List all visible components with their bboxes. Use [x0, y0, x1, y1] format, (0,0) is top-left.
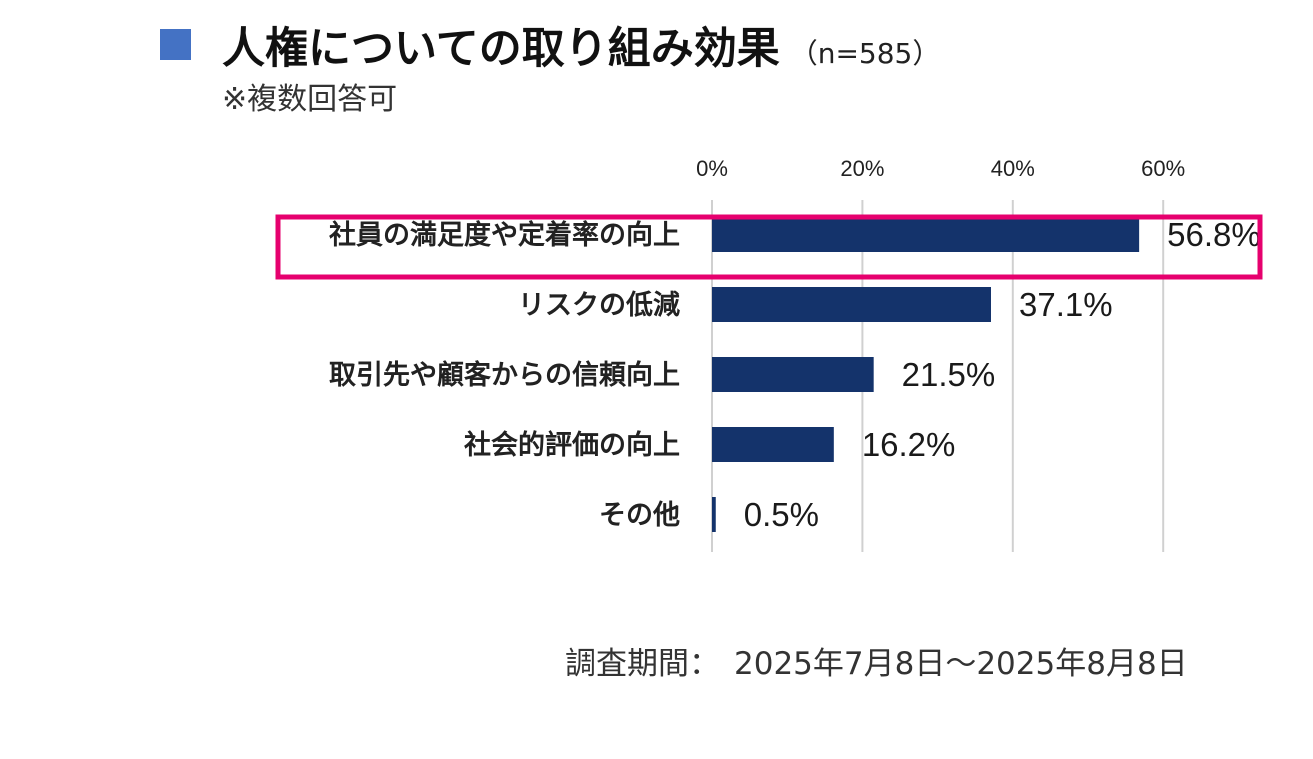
category-label: その他 [599, 500, 680, 531]
survey-period-value: 2025年7月8日～2025年8月8日 [734, 646, 1188, 682]
multiple-answer-note: ※複数回答可 [222, 82, 398, 117]
category-label: 社会的評価の向上 [464, 429, 680, 461]
highlight-frame [275, 214, 1263, 280]
value-label: 21.5% [902, 356, 996, 393]
category-label: 社員の満足度や定着率の向上 [329, 219, 680, 251]
title-square-marker [160, 29, 191, 60]
chart-title-text: 人権についての取り組み効果 [222, 24, 780, 74]
survey-period-label: 調査期間： [565, 646, 720, 682]
value-label: 37.1% [1019, 286, 1113, 323]
category-label: 取引先や顧客からの信頼向上 [329, 359, 680, 391]
chart-title: 人権についての取り組み効果 （n=585） [222, 20, 940, 83]
bar [712, 217, 1140, 252]
bar [712, 497, 716, 532]
value-label: 0.5% [744, 496, 819, 533]
bar [712, 357, 874, 392]
value-label: 56.8% [1167, 216, 1261, 253]
sample-size: （n=585） [789, 37, 941, 70]
survey-period: 調査期間： 2025年7月8日～2025年8月8日 [565, 642, 1188, 686]
value-label: 16.2% [862, 426, 956, 463]
x-tick-label: 60% [1141, 156, 1185, 181]
bar-chart: 0% 20% 40% 60% 社員の満足度や定着率の向上 56.8% リスクの低減 37.1%… [275, 156, 1263, 552]
category-label: リスクの低減 [518, 290, 680, 321]
x-tick-label: 0% [696, 156, 728, 181]
bar [712, 427, 834, 462]
x-tick-label: 40% [991, 156, 1035, 181]
bar [712, 287, 991, 322]
x-tick-label: 20% [840, 156, 884, 181]
